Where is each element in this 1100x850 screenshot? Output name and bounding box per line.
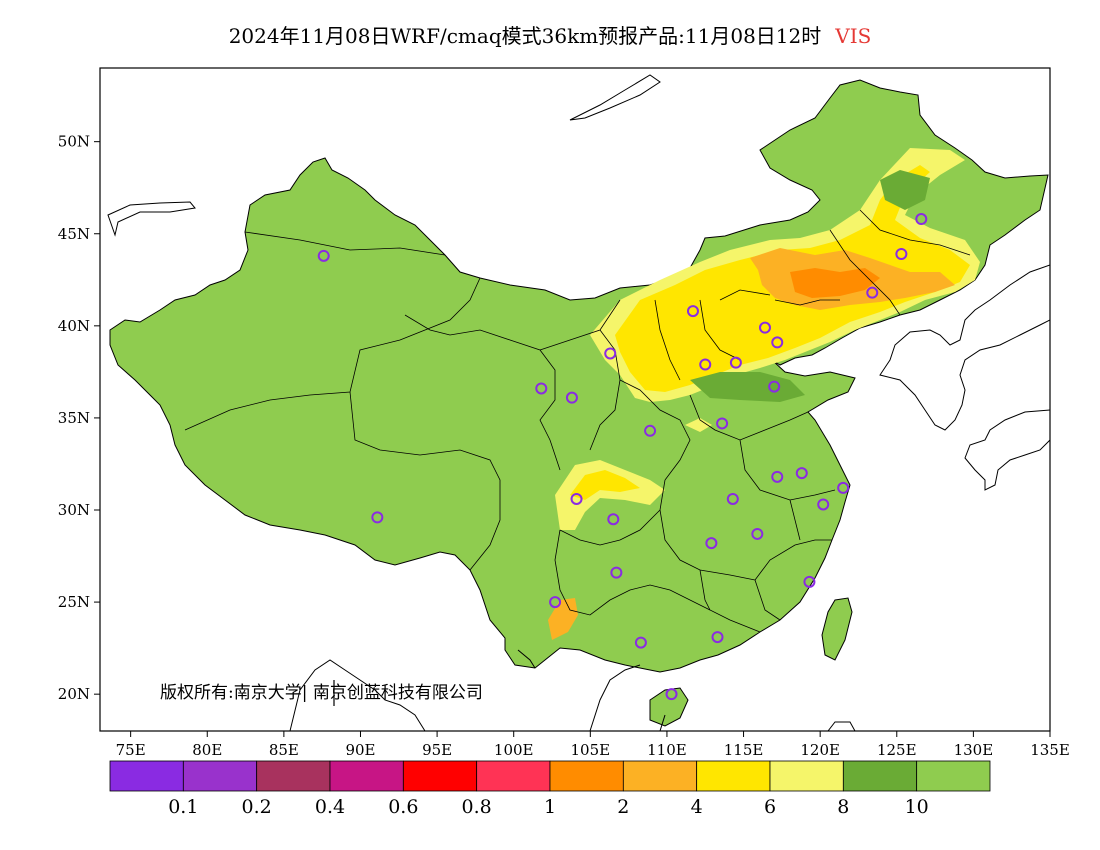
station-marker <box>535 382 548 395</box>
station-marker <box>915 213 928 226</box>
variable-name: VIS <box>835 24 872 48</box>
x-tick-label: 95E <box>422 741 452 759</box>
y-tick-label: 40N <box>58 317 90 335</box>
legend-swatch <box>182 760 258 792</box>
dark-green-zone-north <box>690 372 805 402</box>
legend-colorbar: 0.1 0.2 0.4 0.6 0.8 1 2 4 6 8 10 <box>109 760 991 818</box>
copyright-text: 版权所有:南京大学| 南京创蓝科技有限公司 <box>160 683 483 703</box>
legend-label: 1 <box>544 796 556 818</box>
station-marker <box>895 248 908 261</box>
station-marker <box>705 537 718 550</box>
legend-label: 0.1 <box>168 796 198 818</box>
station-marker <box>570 492 583 505</box>
station-marker <box>716 417 729 430</box>
map-frame <box>99 67 1051 732</box>
station-marker <box>634 636 647 649</box>
legend-swatch <box>109 760 184 792</box>
station-marker <box>549 596 562 609</box>
legend-swatch <box>622 760 698 792</box>
x-tick-label: 125E <box>877 741 917 759</box>
taiwan-island <box>821 597 853 661</box>
station-marker <box>768 380 781 393</box>
legend-label: 8 <box>837 796 849 818</box>
x-tick-label: 110E <box>647 741 687 759</box>
province-boundaries <box>184 209 971 633</box>
station-marker <box>686 305 699 318</box>
vis-band-henan <box>685 418 712 432</box>
station-marker <box>729 356 742 369</box>
legend-swatch <box>696 760 771 792</box>
x-tick-label: 75E <box>116 741 146 759</box>
china-landmass <box>109 79 1049 673</box>
x-tick-label: 135E <box>1030 741 1070 759</box>
station-marker <box>665 688 678 701</box>
legend-label: 10 <box>905 796 929 818</box>
legend-swatch <box>329 760 404 792</box>
x-tick-label: 115E <box>724 741 764 759</box>
station-marker <box>565 391 578 404</box>
legend-swatch <box>476 760 551 792</box>
y-tick-label: 35N <box>58 409 90 427</box>
dark-green-zone-ne <box>880 170 930 210</box>
legend-swatch <box>549 760 624 792</box>
x-tick-label: 120E <box>800 741 840 759</box>
legend-swatch <box>256 760 331 792</box>
station-marker <box>759 321 771 334</box>
x-tick-label: 90E <box>345 741 375 759</box>
neighbor-borders <box>107 74 1050 731</box>
legend-label: 0.6 <box>388 796 418 818</box>
vis-band-sichuan <box>555 460 665 530</box>
legend-label: 0.2 <box>242 796 272 818</box>
station-marker <box>610 566 623 579</box>
station-marker <box>317 249 330 262</box>
y-tick-label: 50N <box>58 133 90 151</box>
legend-label: 0.8 <box>462 796 492 818</box>
station-marker <box>751 527 764 540</box>
station-marker <box>607 513 620 526</box>
station-marker <box>604 347 617 360</box>
x-tick-label: 80E <box>192 741 222 759</box>
x-tick-label: 85E <box>269 741 299 759</box>
x-tick-label: 130E <box>954 741 994 759</box>
station-marker <box>795 467 808 480</box>
legend-swatch <box>769 760 844 792</box>
y-tick-label: 20N <box>58 685 90 703</box>
station-marker <box>711 631 724 644</box>
station-marker <box>371 511 384 524</box>
vis-band-sichuan-core <box>570 470 640 500</box>
map-title: 2024年11月08日WRF/cmaq模式36km预报产品:11月08日12时 V… <box>0 20 1100 49</box>
station-marker <box>726 492 739 505</box>
title-text: 2024年11月08日WRF/cmaq模式36km预报产品:11月08日12时 <box>228 24 822 48</box>
station-marker <box>837 481 850 494</box>
station-marker <box>771 336 784 349</box>
station-marker <box>771 470 784 483</box>
map-area <box>107 74 1050 731</box>
y-tick-label: 30N <box>58 501 90 519</box>
station-marker <box>644 424 657 437</box>
y-axis: 20N 25N 30N 35N 40N 45N 50N <box>58 133 100 703</box>
vis-band-1to2 <box>790 268 880 298</box>
legend-swatch <box>916 760 991 792</box>
station-marker <box>817 498 830 511</box>
station-marker <box>866 286 879 299</box>
legend-label: 2 <box>617 796 629 818</box>
legend-label: 0.4 <box>315 796 345 818</box>
vis-band-yunnan <box>548 598 578 640</box>
station-marker <box>699 358 712 371</box>
legend-label: 6 <box>764 796 776 818</box>
x-axis: 75E 80E 85E 90E 95E 100E 105E 110E 115E 120E 125E 1… <box>116 731 1070 759</box>
station-markers <box>317 213 928 701</box>
x-tick-label: 105E <box>571 741 611 759</box>
y-tick-label: 25N <box>58 593 90 611</box>
x-tick-label: 100E <box>494 741 534 759</box>
legend-swatch <box>402 760 478 792</box>
legend-label: 4 <box>691 796 703 818</box>
station-marker <box>803 575 816 588</box>
hainan-island <box>649 687 689 727</box>
y-tick-label: 45N <box>58 225 90 243</box>
legend-swatch <box>842 760 918 792</box>
